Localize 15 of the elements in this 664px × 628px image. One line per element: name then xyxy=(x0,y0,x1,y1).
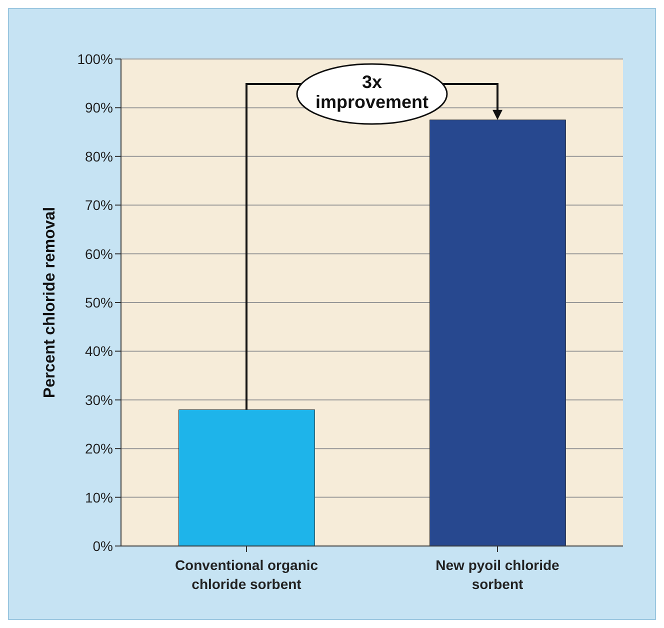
y-tick-label: 20% xyxy=(84,440,113,457)
y-tick-label: 10% xyxy=(84,489,113,506)
y-tick-label: 80% xyxy=(84,148,113,164)
x-tick-label: New pyoil chloride sorbent xyxy=(436,557,560,592)
y-axis-title: Percent chloride removal xyxy=(42,206,59,398)
y-tick-label: 30% xyxy=(84,392,113,408)
y-tick-label: 90% xyxy=(84,100,113,116)
annotation: 3x improvement xyxy=(315,72,429,112)
x-tick-label: Conventional organic chloride sorbent xyxy=(174,557,318,592)
y-tick-label: 0% xyxy=(92,538,113,554)
y-tick-label: 50% xyxy=(84,294,113,310)
y-tick-label: 100% xyxy=(77,50,113,67)
y-tick-label: 60% xyxy=(84,246,113,262)
y-tick-label: 40% xyxy=(84,343,113,360)
y-tick-label: 70% xyxy=(84,197,113,214)
